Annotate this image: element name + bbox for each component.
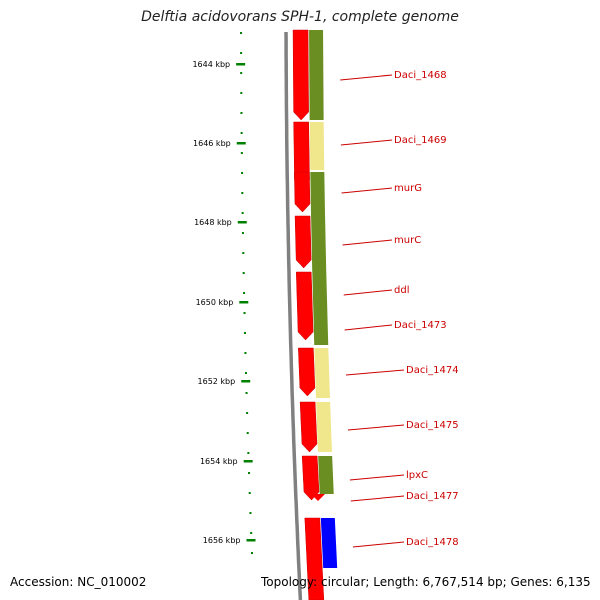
gene-label: Daci_1477: [406, 491, 459, 502]
scale-dot: [240, 112, 243, 114]
gene-label: murC: [394, 235, 421, 246]
gene-leader-line: [340, 139, 393, 146]
dotted-scale-line: [240, 32, 253, 554]
scale-tick: [239, 301, 249, 304]
scale-dot: [241, 192, 244, 194]
scale-dot: [244, 372, 247, 374]
gene-label: murG: [394, 183, 422, 194]
scale-dot: [242, 252, 245, 254]
cog-band: [310, 172, 326, 215]
cds-arrow: [301, 455, 320, 501]
cds-arrow: [299, 401, 318, 453]
scale-dot: [243, 332, 246, 334]
scale-dot: [243, 292, 246, 294]
gene-leader-line: [342, 239, 393, 246]
cog-band: [309, 122, 325, 170]
gene-label: Daci_1475: [406, 420, 459, 431]
scale-dot: [246, 412, 249, 414]
scale-dot: [240, 152, 243, 154]
scale-dot: [248, 492, 251, 494]
cog-band: [312, 270, 329, 345]
backbone-line: [284, 31, 303, 600]
scale-tick-label: 1648 kbp: [194, 218, 232, 227]
scale-dot: [240, 92, 243, 94]
cds-arrow: [292, 29, 309, 121]
scale-dot: [240, 32, 243, 34]
topology-text: Topology: circular; Length: 6,767,514 bp…: [261, 575, 591, 589]
cog-band: [316, 402, 332, 452]
gene-leader-line: [345, 369, 405, 376]
scale-tick-label: 1654 kbp: [200, 457, 238, 466]
scale-dot: [241, 212, 244, 214]
cds-arrow: [294, 215, 312, 269]
cds-track: [292, 29, 325, 600]
backbone: [284, 31, 303, 600]
scale-dot: [240, 132, 243, 134]
cog-band: [311, 215, 327, 270]
gene-leader-line: [349, 474, 405, 481]
gene-leader-line: [341, 187, 393, 194]
cds-arrow: [311, 494, 325, 501]
scale-tick-label: 1646 kbp: [193, 139, 231, 148]
gene-leader-line: [344, 324, 393, 331]
gene-labels: Daci_1468 Daci_1469 murG murC ddl Daci_1473 Da…: [340, 70, 459, 548]
scale-dot: [248, 472, 251, 474]
gene-leader-line: [350, 495, 405, 502]
scale-dot: [250, 552, 253, 554]
scale-tick-label: 1644 kbp: [192, 60, 230, 69]
scale-dot: [246, 432, 249, 434]
gene-label: Daci_1474: [406, 365, 459, 376]
map-title: Delftia acidovorans SPH-1, complete geno…: [141, 9, 459, 25]
gene-leader-line: [347, 424, 405, 431]
scale-dot: [240, 52, 243, 54]
scale-tick: [236, 63, 246, 66]
scale-dot: [241, 232, 244, 234]
scale-dot: [244, 352, 247, 354]
scale-dot: [242, 272, 245, 274]
scale-dot: [245, 392, 248, 394]
gene-label: Daci_1478: [406, 537, 459, 548]
scale-dot: [247, 452, 250, 454]
scale-tick: [241, 380, 251, 383]
cog-band: [314, 348, 330, 398]
gene-label: Daci_1473: [394, 320, 447, 331]
cog-band: [318, 456, 334, 494]
scale-tick-label: 1656 kbp: [203, 536, 241, 545]
cds-arrow: [295, 271, 314, 341]
scale-dot: [243, 312, 246, 314]
scale-dot: [250, 532, 253, 534]
scale-tick-label: 1650 kbp: [196, 298, 234, 307]
scale-ticks: 1644 kbp 1646 kbp 1648 kbp 1650 kbp 1652 kbp…: [192, 60, 256, 545]
cog-band: [309, 30, 324, 120]
scale-tick-label: 1652 kbp: [198, 377, 236, 386]
scale-tick: [246, 539, 256, 542]
scale-tick: [243, 460, 253, 463]
cds-arrow: [294, 171, 311, 213]
gene-label: lpxC: [406, 470, 428, 481]
gene-leader-line: [340, 74, 393, 81]
scale-dot: [249, 512, 252, 514]
gene-leader-line: [352, 541, 405, 548]
cog-band: [320, 518, 338, 568]
scale-dot: [240, 72, 243, 74]
scale-dot: [241, 172, 244, 174]
gene-label: Daci_1469: [394, 135, 447, 146]
scale-tick: [236, 142, 246, 145]
gene-label: Daci_1468: [394, 70, 447, 81]
cds-arrow: [304, 517, 325, 600]
gene-label: ddl: [394, 285, 409, 296]
gene-leader-line: [343, 289, 393, 296]
scale-tick: [237, 221, 247, 224]
cog-track: [309, 30, 338, 568]
cds-arrow: [298, 347, 316, 397]
accession-text: Accession: NC_010002: [10, 575, 147, 589]
